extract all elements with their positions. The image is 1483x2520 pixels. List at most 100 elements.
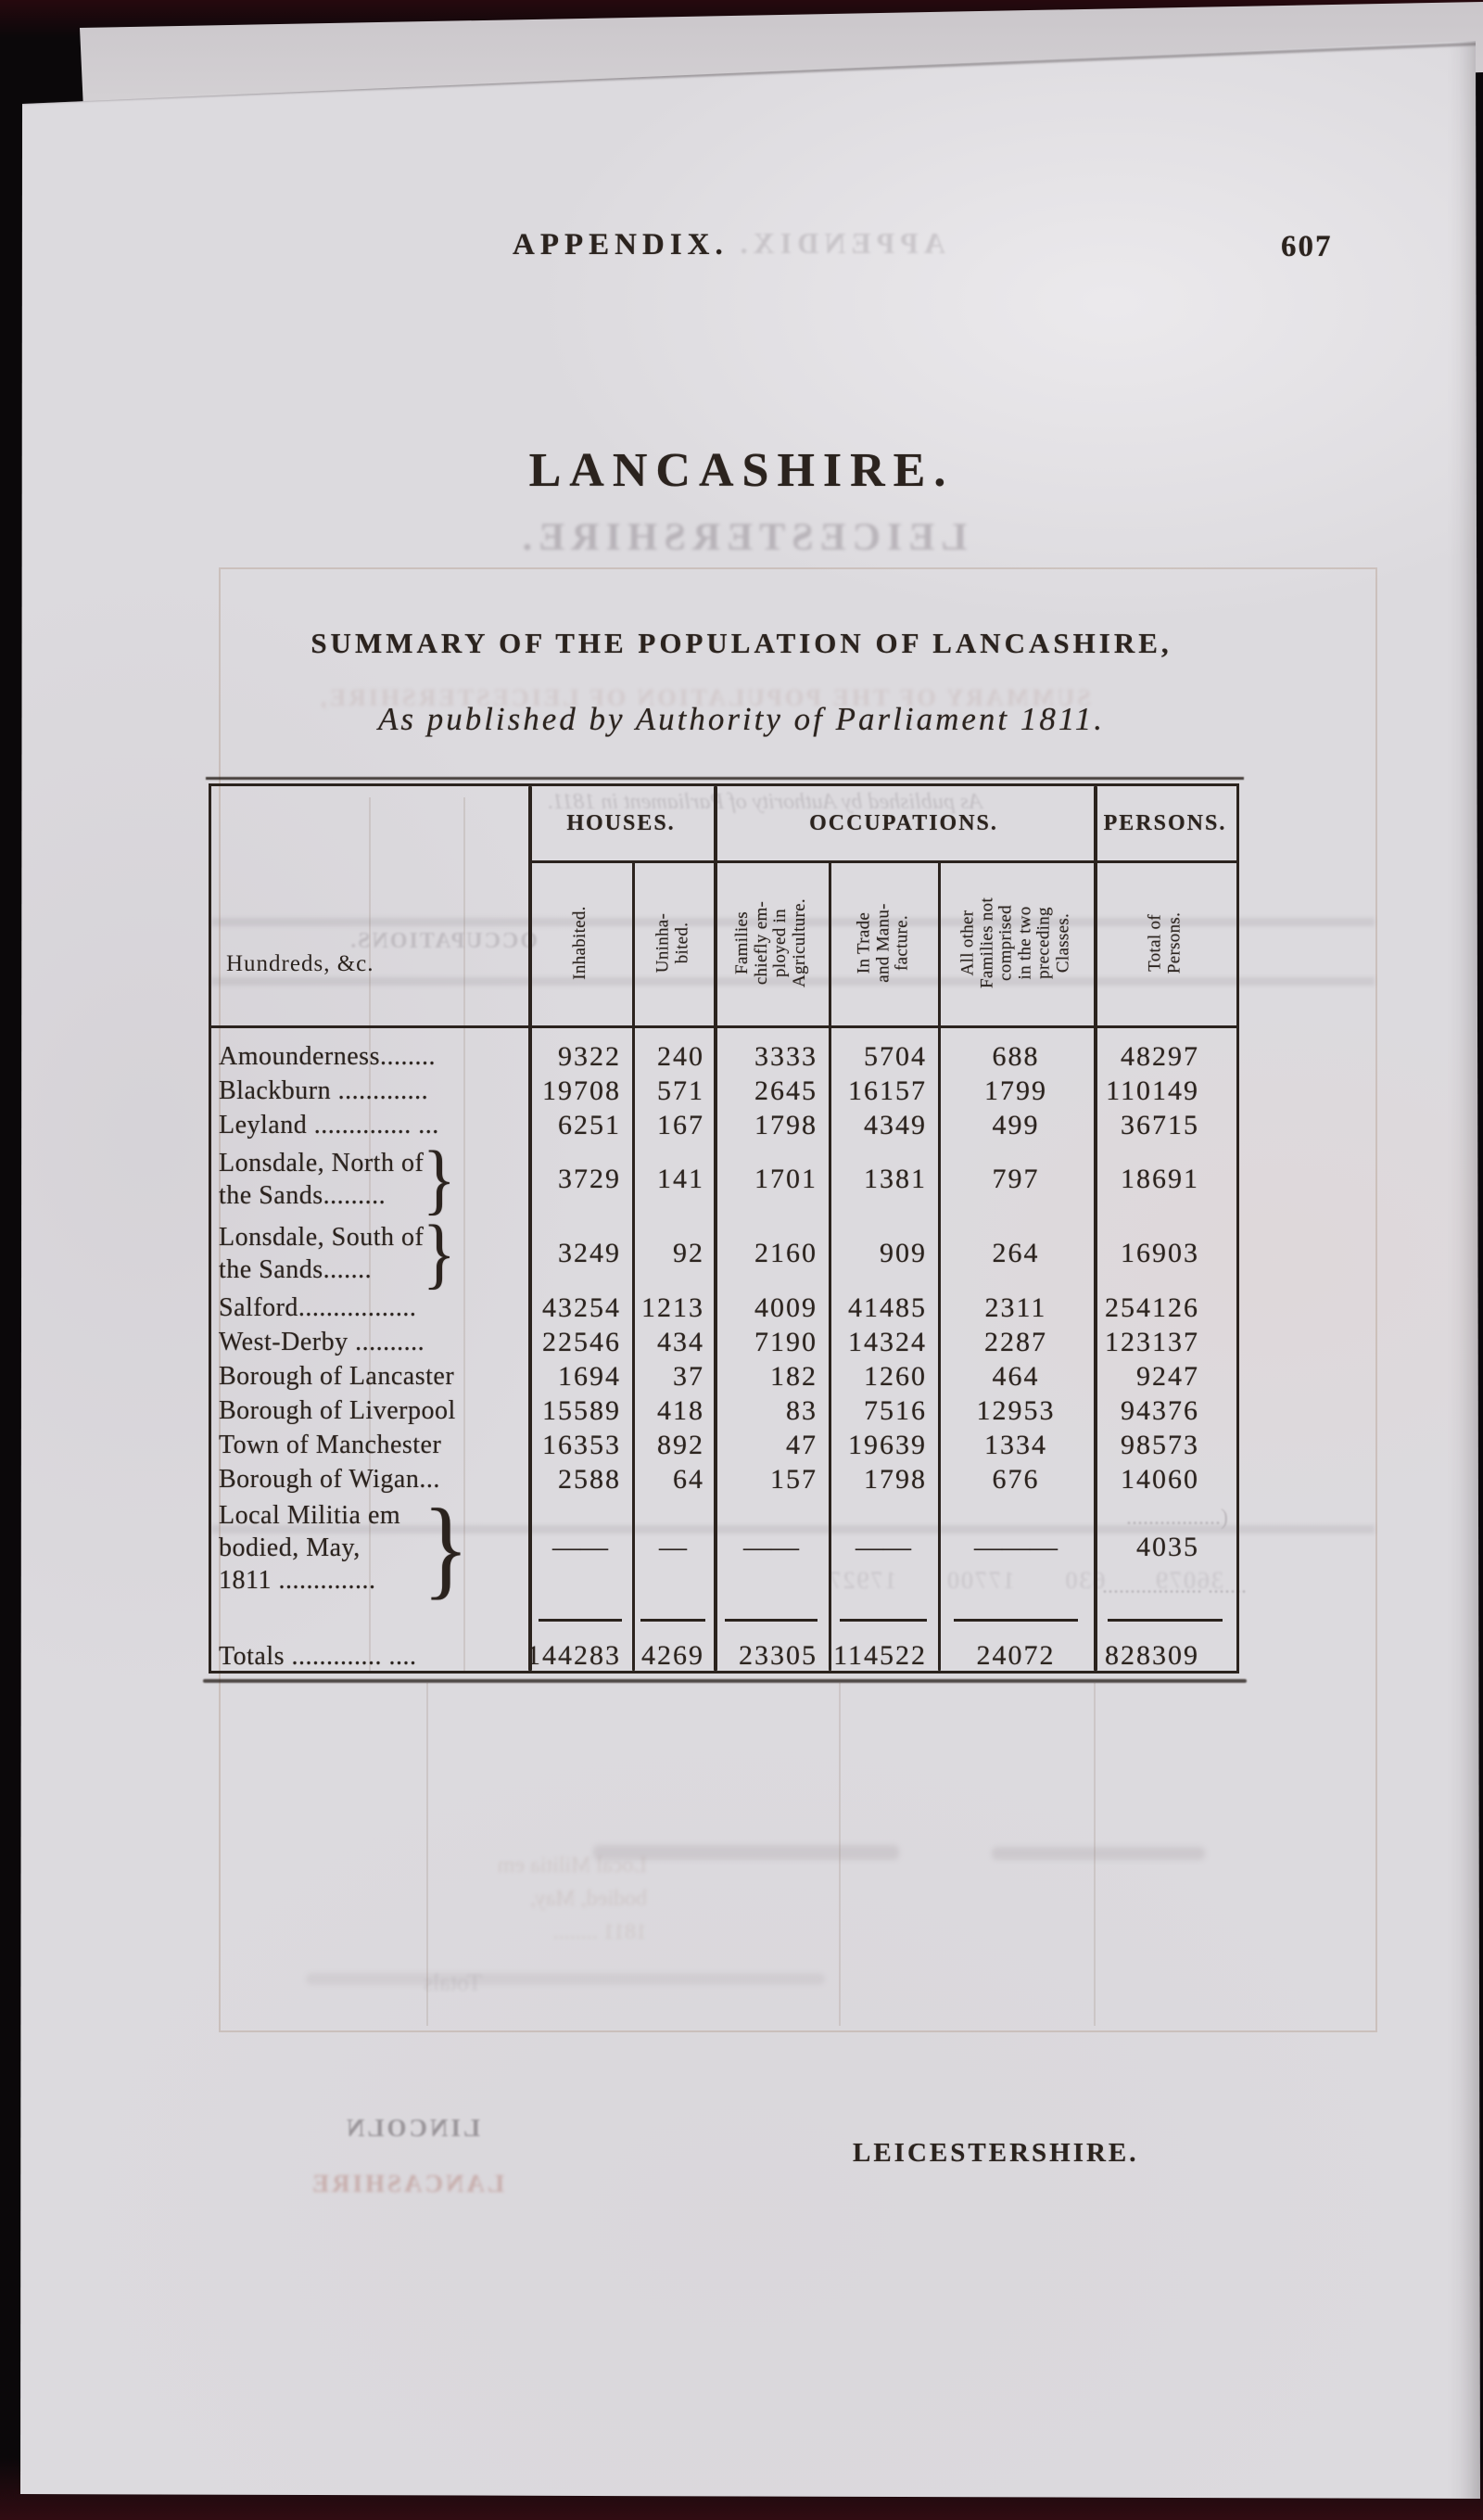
row-label-text: Town of Manchester [219, 1431, 442, 1459]
column-divider [829, 860, 831, 1671]
value-inhabited: 3249 [558, 1238, 621, 1268]
value-other-families: 1799 [984, 1075, 1047, 1106]
table-body: Amounderness........ 9322 240 3333 5704 … [211, 1025, 1236, 1610]
column-header-total-persons: Total of Persons. [1094, 860, 1236, 1025]
group-header-occupations: OCCUPATIONS. [809, 810, 998, 835]
row-label: Local Militia em bodied, May, 1811 .....… [211, 1486, 528, 1610]
value-agriculture: 83 [786, 1394, 818, 1426]
header-bottom-rule [211, 1025, 1236, 1028]
corner-label: Hundreds, &c. [226, 951, 374, 976]
value-other-families: 2311 [984, 1292, 1047, 1323]
value-agriculture: 7190 [754, 1326, 818, 1357]
value-total-persons: 14060 [1121, 1463, 1199, 1495]
value-agriculture: 4009 [754, 1292, 818, 1323]
row-brace: } [423, 1209, 457, 1298]
table-row: Lonsdale, South of the Sands.......} 324… [211, 1209, 1236, 1298]
ghost-militia-label: Local Militia em bodied, May, 1811 .....… [497, 1853, 647, 1944]
row-label: Leyland .............. ... [211, 1108, 528, 1142]
value-uninhabited: 892 [657, 1429, 704, 1460]
value-other-families: 12953 [976, 1394, 1056, 1426]
value-other-families: ——— [974, 1532, 1058, 1562]
value-inhabited: 19708 [542, 1075, 621, 1106]
totals-value: 114522 [833, 1640, 927, 1671]
row-brace: } [423, 1135, 457, 1224]
value-other-families: 1334 [984, 1429, 1047, 1460]
value-uninhabited: 141 [657, 1164, 704, 1194]
totals-rule [839, 1619, 928, 1622]
totals-rule [725, 1619, 818, 1622]
value-total-persons: 36715 [1121, 1109, 1199, 1140]
row-label: Salford................. [211, 1291, 528, 1325]
value-other-families: 688 [992, 1040, 1040, 1072]
value-total-persons: 9247 [1136, 1360, 1199, 1392]
value-trade: 4349 [864, 1109, 927, 1140]
totals-separator-row [211, 1598, 1236, 1635]
value-trade: 16157 [848, 1075, 927, 1106]
column-header-uninhabited: Uninha- bited. [632, 860, 714, 1025]
column-header-label: Uninha- bited. [653, 912, 692, 974]
value-inhabited: 16353 [542, 1429, 621, 1460]
row-label: Borough of Liverpool [211, 1394, 528, 1428]
table-row: Local Militia em bodied, May, 1811 .....… [211, 1486, 1236, 1610]
totals-rule [640, 1619, 706, 1622]
ghost-leicestershire-title: LEICESTERSHIRE. [515, 516, 968, 559]
ghost-smudge [306, 1973, 825, 1985]
column-header-other-families: All other Families not comprised in the … [938, 860, 1094, 1025]
totals-value: 828309 [1105, 1640, 1199, 1671]
value-trade: 19639 [848, 1429, 927, 1460]
totals-value: 4269 [641, 1640, 704, 1671]
table-row: Town of Manchester 16353 892 47 19639 13… [211, 1428, 1236, 1462]
row-label-text: Leyland .............. ... [219, 1111, 439, 1139]
value-inhabited: 2588 [558, 1463, 621, 1495]
ghost-line [839, 1683, 841, 2026]
group-header-houses: HOUSES. [566, 810, 676, 835]
value-trade: 5704 [864, 1040, 927, 1072]
totals-label: Totals ............. .... [219, 1641, 417, 1671]
column-header-trade: In Trade and Manu- facture. [829, 860, 938, 1025]
value-trade: 1260 [864, 1360, 927, 1392]
row-label-text: West-Derby .......... [219, 1328, 425, 1356]
running-title: APPENDIX. [513, 228, 729, 261]
value-trade: 909 [880, 1238, 927, 1268]
value-total-persons: 254126 [1105, 1292, 1199, 1323]
value-uninhabited: 434 [657, 1326, 704, 1357]
value-other-families: 464 [992, 1360, 1040, 1392]
page-number: 607 [1281, 230, 1333, 263]
column-header-inhabited: Inhabited. [528, 860, 632, 1025]
row-label-text: Borough of Wigan... [219, 1465, 440, 1494]
column-divider [938, 860, 941, 1671]
row-label: Amounderness........ [211, 1039, 528, 1074]
value-total-persons: 98573 [1121, 1429, 1199, 1460]
value-trade: 41485 [848, 1292, 927, 1323]
row-brace: } [423, 1486, 470, 1610]
column-header-label: Total of Persons. [1145, 911, 1185, 974]
value-total-persons: 94376 [1121, 1394, 1199, 1426]
row-label: West-Derby .......... [211, 1325, 528, 1359]
value-agriculture: 1701 [754, 1164, 818, 1194]
value-other-families: 2287 [984, 1326, 1047, 1357]
value-uninhabited: 64 [673, 1463, 704, 1495]
catchword: LEICESTERSHIRE. [853, 2138, 1139, 2168]
value-uninhabited: 37 [673, 1360, 704, 1392]
row-label: Town of Manchester [211, 1428, 528, 1462]
row-label-text: Lonsdale, North of the Sands......... [219, 1149, 425, 1210]
totals-row: Totals ............. .... 144283 4269 23… [211, 1635, 1236, 1676]
table-row: Salford................. 43254 1213 4009… [211, 1291, 1236, 1325]
table-row: Borough of Liverpool 15589 418 83 7516 1… [211, 1394, 1236, 1428]
value-trade: 7516 [864, 1394, 927, 1426]
column-divider [528, 786, 532, 1671]
value-agriculture: 2160 [754, 1238, 818, 1268]
group-header-row: HOUSES. OCCUPATIONS. PERSONS. [211, 786, 1236, 860]
row-label: Blackburn ............. [211, 1074, 528, 1108]
ghost-line [426, 1683, 428, 2026]
totals-value: 144283 [526, 1640, 621, 1671]
column-divider [632, 860, 635, 1671]
ghost-totals-label: Totals [423, 1969, 482, 1996]
table-row: Leyland .............. ... 6251 167 1798… [211, 1108, 1236, 1142]
value-other-families: 499 [992, 1109, 1040, 1140]
row-label: Borough of Wigan... [211, 1462, 528, 1496]
authority-byline: As published by Authority of Parliament … [377, 701, 1106, 737]
row-label-text: Local Militia em bodied, May, 1811 .....… [219, 1500, 401, 1595]
